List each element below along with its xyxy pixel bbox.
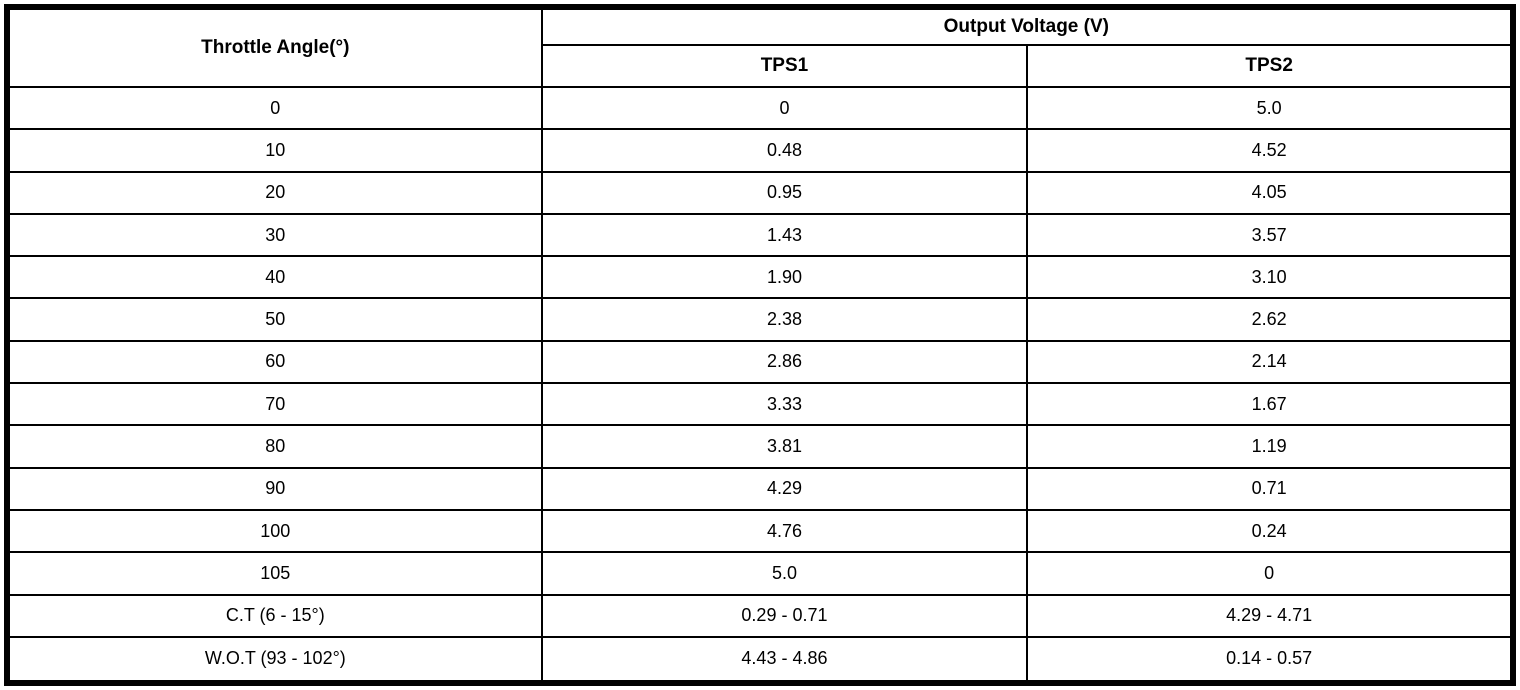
table-row: 0 0 5.0	[6, 85, 1514, 131]
column-header-tps2: TPS2	[1026, 44, 1514, 88]
table-row: 50 2.38 2.62	[6, 297, 1514, 342]
cell-tps1: 1.90	[540, 255, 1029, 300]
cell-tps1: 5.0	[540, 551, 1029, 596]
cell-tps1: 0.95	[540, 170, 1029, 215]
cell-angle: 105	[6, 551, 543, 596]
cell-angle: 20	[6, 170, 543, 215]
cell-tps2: 4.52	[1026, 128, 1514, 173]
cell-angle: 100	[6, 508, 543, 554]
cell-tps1: 0.48	[540, 128, 1029, 173]
cell-tps1: 3.33	[540, 382, 1029, 427]
table-row: C.T (6 - 15°) 0.29 - 0.71 4.29 - 4.71	[6, 593, 1514, 638]
table-body: 0 0 5.0 10 0.48 4.52 20 0.95 4.05 30 1.43 3.57 40 1.9…	[6, 85, 1514, 685]
cell-angle: 40	[6, 255, 543, 300]
cell-angle: 0	[6, 85, 543, 131]
table-row: 60 2.86 2.14	[6, 339, 1514, 385]
cell-angle: 10	[6, 128, 543, 173]
cell-tps1: 0	[540, 85, 1029, 131]
cell-tps2: 0.14 - 0.57	[1026, 635, 1514, 685]
table-row: 10 0.48 4.52	[6, 128, 1514, 173]
cell-tps1: 0.29 - 0.71	[540, 593, 1029, 638]
table-row: 90 4.29 0.71	[6, 466, 1514, 511]
cell-tps2: 4.05	[1026, 170, 1514, 215]
cell-tps1: 1.43	[540, 212, 1029, 258]
cell-tps2: 5.0	[1026, 85, 1514, 131]
cell-tps2: 3.57	[1026, 212, 1514, 258]
cell-angle: C.T (6 - 15°)	[6, 593, 543, 638]
cell-tps1: 2.38	[540, 297, 1029, 342]
cell-tps2: 2.14	[1026, 339, 1514, 385]
cell-tps1: 2.86	[540, 339, 1029, 385]
table-row: 105 5.0 0	[6, 551, 1514, 596]
table-header: Throttle Angle(°) Output Voltage (V) TPS…	[6, 6, 1515, 88]
cell-tps2: 0.71	[1026, 466, 1514, 511]
cell-tps1: 3.81	[540, 424, 1029, 469]
cell-tps2: 1.67	[1026, 382, 1514, 427]
header-row-sub: TPS1 TPS2	[7, 44, 1514, 88]
table-row: 100 4.76 0.24	[6, 508, 1514, 554]
cell-angle: W.O.T (93 - 102°)	[6, 635, 543, 685]
cell-tps2: 3.10	[1026, 255, 1514, 300]
table-row: 70 3.33 1.67	[6, 382, 1514, 427]
table-row: W.O.T (93 - 102°) 4.43 - 4.86 0.14 - 0.57	[6, 635, 1514, 685]
table-row: 80 3.81 1.19	[6, 424, 1514, 469]
table-row: 30 1.43 3.57	[6, 212, 1514, 258]
tps-output-voltage-table: Throttle Angle(°) Output Voltage (V) TPS…	[4, 4, 1516, 686]
table-row: 40 1.90 3.10	[6, 255, 1514, 300]
table-row: 20 0.95 4.05	[6, 170, 1514, 215]
cell-tps2: 0.24	[1026, 508, 1514, 554]
cell-angle: 70	[6, 382, 543, 427]
cell-angle: 30	[6, 212, 543, 258]
cell-tps1: 4.43 - 4.86	[540, 635, 1029, 685]
cell-tps1: 4.76	[540, 508, 1029, 554]
cell-tps2: 2.62	[1026, 297, 1514, 342]
cell-angle: 50	[6, 297, 543, 342]
cell-angle: 60	[6, 339, 543, 385]
cell-tps2: 1.19	[1026, 424, 1514, 469]
cell-tps2: 4.29 - 4.71	[1026, 593, 1514, 638]
cell-tps2: 0	[1026, 551, 1514, 596]
column-header-throttle-angle: Throttle Angle(°)	[6, 6, 543, 88]
header-row-group: Throttle Angle(°) Output Voltage (V)	[6, 6, 1515, 88]
column-header-output-voltage: Output Voltage (V)	[540, 6, 1515, 46]
cell-angle: 90	[6, 466, 543, 511]
column-header-tps1: TPS1	[540, 44, 1029, 88]
cell-angle: 80	[6, 424, 543, 469]
cell-tps1: 4.29	[540, 466, 1029, 511]
